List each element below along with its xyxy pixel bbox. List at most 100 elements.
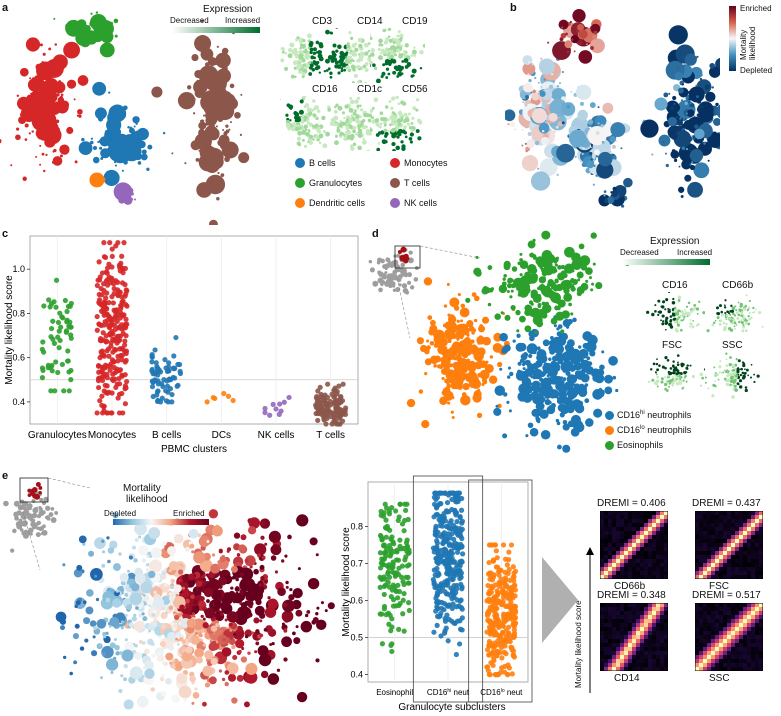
umap-b-point — [615, 140, 618, 143]
legend-dot-a — [390, 158, 400, 168]
marker-point — [714, 319, 717, 322]
umap-d-point-cd16hi — [567, 318, 573, 325]
umap-a-point-monocytes — [32, 95, 36, 99]
chart-c-point-1 — [107, 240, 113, 246]
umap-d-point-eosinophils — [506, 290, 510, 294]
umap-b-point — [623, 177, 633, 188]
umap-b-point — [673, 158, 678, 163]
umap-b-point — [612, 154, 615, 157]
marker-point — [753, 311, 756, 314]
umap-e-point — [231, 697, 238, 704]
marker-point — [669, 325, 674, 329]
umap-b-point — [679, 117, 682, 120]
marker-point — [281, 47, 285, 51]
umap-a-point-monocytes — [28, 132, 31, 135]
chart-e-point-0 — [386, 621, 392, 627]
umap-e-point — [118, 552, 122, 556]
umap-e-point — [62, 655, 67, 660]
marker-umap-a — [370, 96, 423, 151]
umap-b-point — [715, 102, 719, 107]
chart-c-point-5 — [317, 397, 324, 403]
marker-point — [349, 99, 355, 105]
marker-point — [754, 308, 757, 311]
marker-point — [317, 49, 322, 55]
umap-e-inset-point — [50, 517, 57, 523]
umap-b-point — [696, 95, 699, 99]
chart-e-point-0 — [399, 563, 406, 569]
umap-b-point — [531, 92, 540, 101]
marker-point — [410, 54, 414, 57]
marker-point — [415, 129, 420, 134]
marker-point — [301, 75, 305, 79]
chart-c-point-1 — [104, 282, 111, 288]
chart-c-point-0 — [53, 277, 60, 283]
umap-a-point-tcells — [198, 121, 207, 130]
umap-e-point — [253, 617, 260, 624]
marker-point — [367, 57, 372, 62]
chart-c-point-1 — [99, 393, 105, 399]
umap-a-point-monocytes — [39, 84, 55, 100]
umap-a-point-bcells — [90, 137, 94, 140]
umap-a-point-nk — [133, 198, 137, 201]
umap-e-point — [198, 535, 210, 548]
marker-point — [303, 63, 307, 66]
umap-d-point-cd16lo — [473, 318, 478, 323]
umap-d-point-cd16hi — [516, 333, 521, 338]
chart-c-point-2 — [149, 351, 155, 358]
umap-e-point — [316, 606, 320, 610]
marker-point — [359, 108, 364, 112]
umap-e-point — [165, 677, 172, 685]
marker-point — [355, 118, 360, 124]
marker-point — [661, 322, 665, 326]
umap-a-point-bcells — [100, 156, 104, 160]
chart-c-point-4 — [267, 412, 273, 418]
marker-point — [370, 127, 372, 131]
marker-point — [389, 115, 393, 119]
umap-e-point — [193, 599, 198, 605]
marker-point — [285, 113, 289, 117]
chart-c-point-1 — [95, 363, 102, 369]
chart-c-point-5 — [337, 399, 343, 405]
umap-d-point-cd16hi — [522, 367, 526, 371]
marker-point — [309, 41, 314, 46]
umap-b-point — [593, 30, 598, 35]
marker-point — [339, 120, 343, 123]
marker-point — [359, 104, 362, 107]
chart-c-point-1 — [104, 270, 110, 276]
chart-c-point-1 — [118, 303, 124, 309]
marker-point — [711, 323, 715, 327]
umap-e-point — [248, 595, 255, 602]
depleted-label-b: Depleted — [740, 66, 773, 75]
marker-point — [392, 70, 397, 75]
umap-b-point — [558, 82, 562, 85]
umap-e-point — [160, 690, 167, 697]
umap-e-point — [199, 596, 205, 602]
chart-e-point-0 — [383, 612, 389, 618]
umap-d-point-cd16hi — [527, 422, 534, 429]
umap-e-point — [244, 558, 249, 563]
marker-point — [726, 310, 729, 314]
umap-d-point-cd16hi — [512, 339, 516, 343]
marker-point — [744, 321, 748, 325]
marker-point — [357, 133, 363, 138]
chart-c-point-1 — [122, 401, 128, 407]
marker-point — [388, 57, 392, 60]
umap-e-point — [151, 613, 156, 617]
umap-d-inset-point — [386, 281, 392, 287]
umap-b-point — [689, 148, 704, 163]
marker-point — [660, 319, 662, 322]
marker-point — [654, 304, 657, 307]
chart-c-point-2 — [149, 378, 155, 384]
umap-d-point-cd16hi — [532, 368, 543, 380]
marker-point — [284, 52, 288, 55]
umap-e-point — [226, 662, 239, 675]
umap-e-point — [206, 539, 210, 543]
umap-b-point — [528, 78, 532, 83]
umap-b-point — [703, 120, 706, 123]
marker-point — [395, 145, 400, 151]
umap-a-point-granulocytes — [75, 29, 92, 46]
umap-a-point-tcells — [218, 81, 221, 84]
umap-b-point — [522, 62, 536, 76]
marker-point — [648, 380, 651, 384]
chart-c-point-1 — [102, 319, 108, 325]
